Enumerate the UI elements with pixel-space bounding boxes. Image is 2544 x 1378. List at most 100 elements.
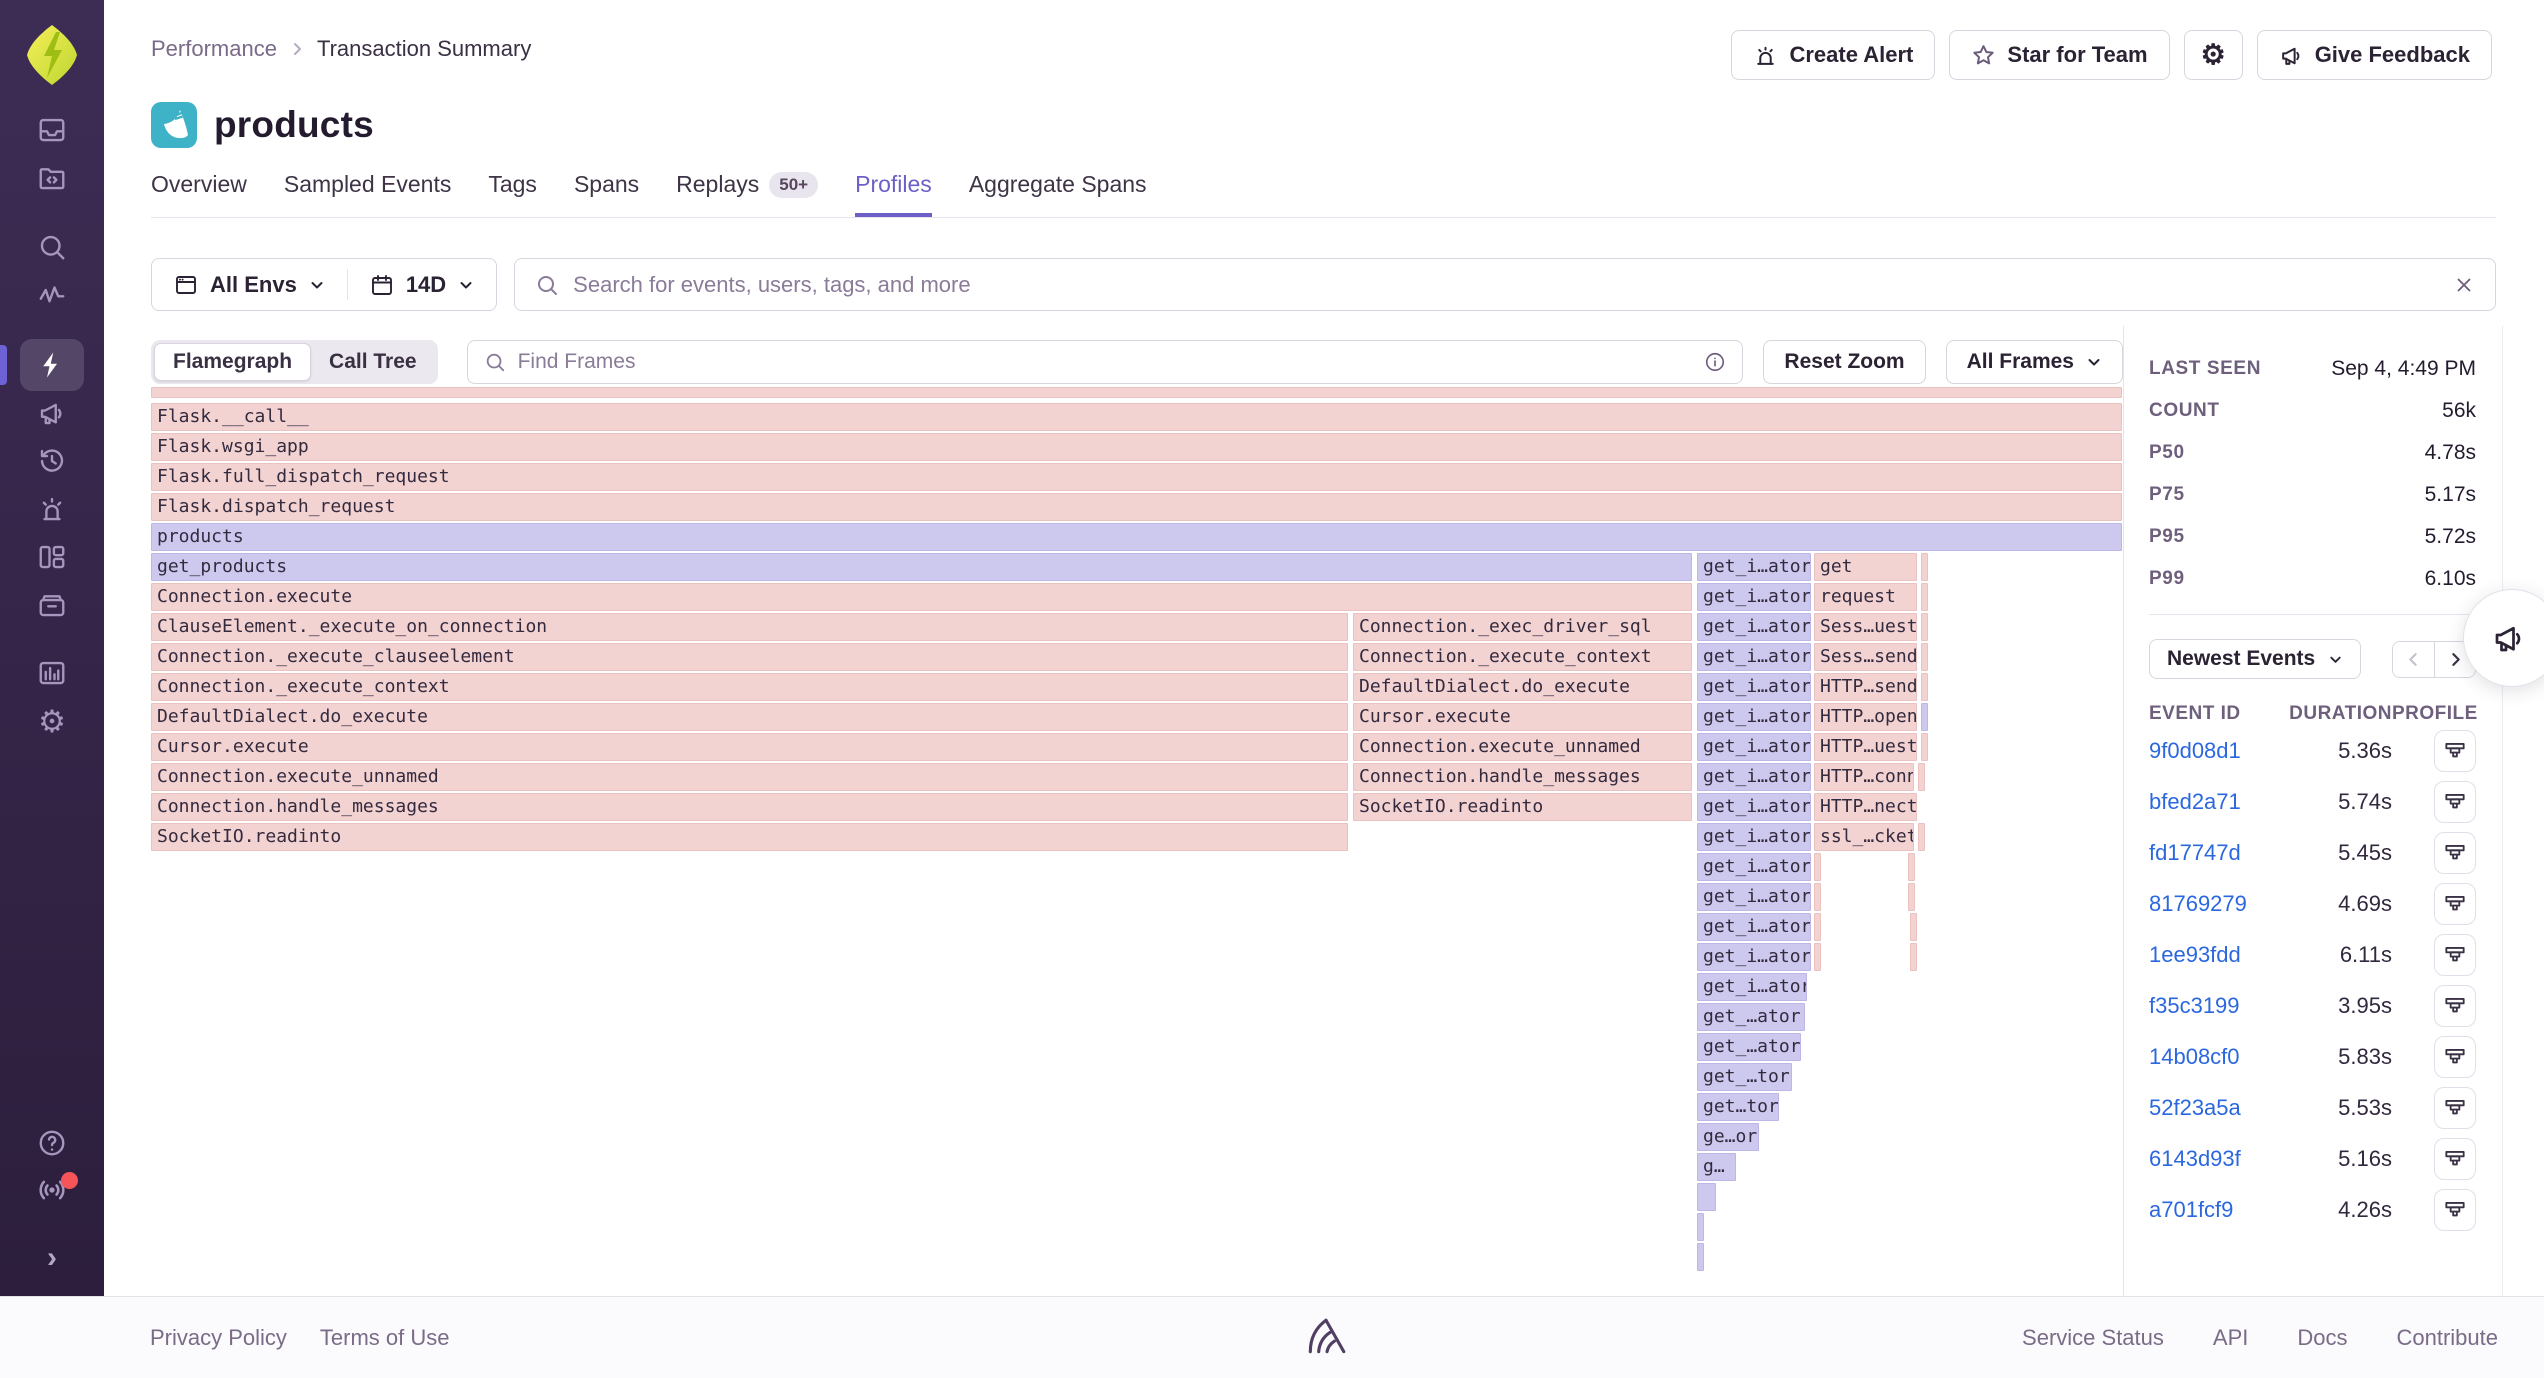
flame-frame[interactable]: get (1814, 553, 1917, 581)
flame-frame-sliver[interactable] (1921, 673, 1928, 701)
flamegraph-canvas[interactable]: Flask.__call__ Flask.wsgi_app Flask.full_d… (151, 387, 2122, 1275)
date-range-selector[interactable]: 14D (348, 259, 496, 310)
flame-frame[interactable]: get_i…ator (1697, 643, 1811, 671)
flame-frame-sliver[interactable] (1697, 1213, 1704, 1241)
flame-frame[interactable]: Connection._exec_driver_sql (1353, 613, 1692, 641)
event-id-link[interactable]: 9f0d08d1 (2149, 737, 2241, 763)
flame-frame[interactable]: Cursor.execute (1353, 703, 1692, 731)
flame-frame[interactable]: get_i…ator (1697, 613, 1811, 641)
flame-frame[interactable]: get_i…ator (1697, 763, 1811, 791)
flame-frame[interactable]: SocketIO.readinto (1353, 793, 1692, 821)
flame-frame[interactable]: Cursor.execute (151, 733, 1348, 761)
tab-overview[interactable]: Overview (151, 171, 247, 197)
open-profile-button[interactable] (2434, 882, 2476, 925)
sidebar-item-help[interactable] (0, 1119, 104, 1167)
sidebar-item-traces[interactable] (0, 271, 104, 319)
flame-frame[interactable]: get_i…ator (1697, 883, 1811, 911)
flame-frame-sliver[interactable] (1921, 643, 1928, 671)
flame-frame-sliver[interactable] (1814, 883, 1821, 911)
sidebar-item-explore[interactable] (0, 223, 104, 271)
flame-frame-sliver[interactable] (1921, 703, 1928, 731)
flame-frame[interactable]: Connection.handle_messages (151, 793, 1348, 821)
sidebar-item-performance[interactable] (0, 339, 104, 391)
call-tree-tab[interactable]: Call Tree (329, 350, 417, 373)
sidebar-item-whats-new[interactable] (0, 1166, 104, 1214)
flame-frame[interactable]: get_i…ator (1697, 853, 1811, 881)
flame-frame-sliver[interactable] (1921, 613, 1928, 641)
flame-frame-sliver[interactable] (1697, 1243, 1704, 1271)
flame-frame[interactable]: Connection._execute_context (151, 673, 1348, 701)
tab-sampled-events[interactable]: Sampled Events (283, 171, 452, 197)
flame-frame-sliver[interactable] (1814, 853, 1821, 881)
sidebar-item-discover[interactable] (0, 581, 104, 629)
open-profile-button[interactable] (2434, 1086, 2476, 1129)
flame-frame[interactable]: Flask.full_dispatch_request (151, 463, 2122, 491)
event-id-link[interactable]: 52f23a5a (2149, 1094, 2241, 1120)
create-alert-button[interactable]: Create Alert (1731, 30, 1936, 80)
footer-link-contribute[interactable]: Contribute (2396, 1324, 2498, 1350)
flame-frame[interactable]: products (151, 523, 2122, 551)
event-id-link[interactable]: 1ee93fdd (2149, 941, 2241, 967)
footer-link-terms-of-use[interactable]: Terms of Use (319, 1324, 450, 1350)
flame-frame-sliver[interactable] (1910, 943, 1917, 971)
tab-replays[interactable]: Replays 50+ (676, 171, 819, 217)
flame-frame-sliver[interactable] (151, 387, 2122, 398)
flame-frame[interactable]: HTTP…nect (1814, 793, 1917, 821)
event-id-link[interactable]: 6143d93f (2149, 1145, 2241, 1171)
tab-profiles[interactable]: Profiles (855, 171, 932, 217)
tab-aggregate-spans[interactable]: Aggregate Spans (968, 171, 1147, 197)
flame-frame[interactable]: HTTP…open (1814, 703, 1917, 731)
event-id-link[interactable]: a701fcf9 (2149, 1196, 2234, 1222)
sidebar-item-settings[interactable]: ⚙ (0, 697, 104, 745)
sidebar-item-alerts[interactable] (0, 485, 104, 533)
flame-frame-sliver[interactable] (1921, 583, 1928, 611)
flame-frame[interactable]: Flask.wsgi_app (151, 433, 2122, 461)
open-profile-button[interactable] (2434, 1137, 2476, 1180)
event-id-link[interactable]: 81769279 (2149, 890, 2247, 916)
flame-frame[interactable]: get_products (151, 553, 1692, 581)
event-id-link[interactable]: 14b08cf0 (2149, 1043, 2240, 1069)
flame-frame[interactable]: SocketIO.readinto (151, 823, 1348, 851)
flame-frame[interactable]: Flask.__call__ (151, 403, 2122, 431)
footer-link-docs[interactable]: Docs (2297, 1324, 2348, 1350)
breadcrumb-performance[interactable]: Performance (151, 36, 277, 61)
frame-filter-dropdown[interactable]: All Frames (1945, 340, 2123, 384)
event-id-link[interactable]: bfed2a71 (2149, 788, 2241, 814)
find-frames-input[interactable] (517, 350, 1693, 374)
flame-frame[interactable]: Connection._execute_clauseelement (151, 643, 1348, 671)
flame-frame-sliver[interactable] (1697, 1183, 1716, 1211)
sort-dropdown[interactable]: Newest Events (2149, 639, 2362, 679)
flame-frame[interactable]: Sess…uest (1814, 613, 1917, 641)
tab-tags[interactable]: Tags (488, 171, 537, 197)
star-for-team-button[interactable]: Star for Team (1949, 30, 2170, 80)
flame-frame[interactable]: HTTP…uest (1814, 733, 1917, 761)
flame-frame[interactable]: get_i…ator (1697, 973, 1807, 1001)
open-profile-button[interactable] (2434, 729, 2476, 772)
flame-frame-sliver[interactable] (1814, 913, 1821, 941)
flame-frame[interactable]: ssl_…cket (1814, 823, 1914, 851)
open-profile-button[interactable] (2434, 831, 2476, 874)
flame-frame-sliver[interactable] (1918, 823, 1925, 851)
flame-frame-sliver[interactable] (1918, 763, 1925, 791)
sidebar-item-stats[interactable] (0, 649, 104, 697)
flame-frame[interactable]: request (1814, 583, 1917, 611)
environment-selector[interactable]: All Envs (152, 259, 347, 310)
event-id-link[interactable]: f35c3199 (2149, 992, 2240, 1018)
footer-link-privacy-policy[interactable]: Privacy Policy (150, 1324, 287, 1350)
sidebar-item-feedback[interactable] (0, 389, 104, 437)
flame-frame[interactable]: HTTP…conn (1814, 763, 1914, 791)
flame-frame[interactable]: ClauseElement._execute_on_connection (151, 613, 1348, 641)
flame-frame[interactable]: DefaultDialect.do_execute (151, 703, 1348, 731)
flame-frame[interactable]: Sess…send (1814, 643, 1917, 671)
flame-frame[interactable]: get_i…ator (1697, 673, 1811, 701)
flame-frame[interactable]: get_i…ator (1697, 553, 1811, 581)
flame-frame[interactable]: Connection._execute_context (1353, 643, 1692, 671)
flame-frame[interactable]: ge…or (1697, 1123, 1759, 1151)
clear-icon[interactable] (2453, 274, 2475, 296)
sidebar-item-issues[interactable] (0, 106, 104, 154)
flame-frame[interactable]: g… (1697, 1153, 1736, 1181)
sidebar-collapse-button[interactable]: › (0, 1234, 104, 1282)
footer-link-api[interactable]: API (2212, 1324, 2249, 1350)
flame-frame[interactable]: DefaultDialect.do_execute (1353, 673, 1692, 701)
flame-frame[interactable]: get_i…ator (1697, 913, 1811, 941)
